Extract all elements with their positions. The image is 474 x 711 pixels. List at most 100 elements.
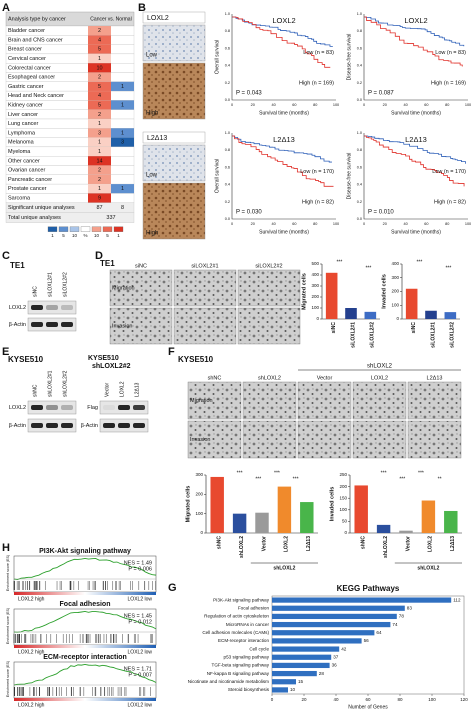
cancer-name: Kidney cancer	[8, 103, 43, 109]
cancer-name: Prostate cancer	[8, 186, 47, 192]
bar	[399, 530, 413, 533]
km-ytick: 0.0	[357, 98, 362, 102]
blot-band	[118, 423, 130, 428]
up-cell	[88, 119, 111, 129]
blot-band	[31, 405, 43, 410]
km-low-legend: Low (n = 83)	[303, 50, 334, 56]
km-low-legend: Low (n = 170)	[300, 169, 334, 175]
blot-band	[133, 405, 145, 410]
value-label: 56	[364, 638, 370, 643]
up-cell	[88, 44, 111, 54]
x-tick-label: siLOXL2#2	[450, 322, 456, 348]
bar	[272, 670, 317, 677]
blot-band	[103, 423, 115, 428]
km-ylabel: Overall survival	[214, 159, 220, 193]
bar	[255, 512, 269, 533]
km-ytick: 1.0	[225, 131, 230, 135]
up-count: 9	[98, 196, 101, 202]
significance: ***	[293, 476, 299, 482]
up-cell	[88, 72, 111, 82]
up-cell	[88, 137, 111, 147]
scale-label: 5	[106, 233, 109, 238]
km-curve	[364, 135, 465, 187]
x-tick-label: L2Δ13	[450, 536, 456, 551]
micrograph	[187, 381, 242, 420]
x-tick-label: LOXL2	[428, 536, 434, 552]
up-count: 1	[98, 121, 101, 127]
km-xtick: 60	[292, 103, 296, 107]
up-count: 4	[98, 93, 101, 99]
x-tick-label: siNC	[411, 322, 417, 334]
nes: NES = 1.45	[124, 613, 152, 619]
km-xtick: 100	[333, 103, 339, 107]
scale-box	[58, 226, 69, 232]
gsea-high: LOXL2 high	[18, 649, 45, 655]
micrograph	[297, 420, 352, 459]
km-ytick: 1.0	[357, 131, 362, 135]
summary-label: Total unique analyses	[8, 215, 61, 221]
column-label: siLOXL2#2	[255, 263, 282, 269]
up-count: 10	[96, 65, 102, 71]
y-tick-label: Cell cycle	[249, 646, 269, 651]
ihc-title-box	[142, 131, 206, 144]
up-count: 5	[98, 103, 101, 109]
km-xtick: 20	[383, 103, 387, 107]
km-ylabel: Disease-free survival	[346, 153, 352, 200]
km-xtick: 0	[231, 222, 233, 226]
y-tick-label: 500	[311, 261, 319, 266]
x-tick-label: 60	[365, 697, 371, 702]
up-cell	[88, 63, 111, 73]
gsea-high: LOXL2 high	[18, 596, 45, 602]
blot-band	[103, 405, 115, 410]
km-ytick: 0.6	[357, 46, 362, 50]
micrograph	[297, 381, 352, 420]
gsea-ylabel: Enrichment score (ES)	[6, 555, 10, 591]
up-count: 1	[98, 149, 101, 155]
rank-gradient	[14, 645, 156, 648]
value-label: 83	[407, 605, 413, 610]
cancer-name: Ovarian cancer	[8, 168, 45, 174]
y-tick-label: Cell adhesion molecules (CAMs)	[202, 630, 269, 635]
y-tick-label: 400	[391, 261, 399, 266]
bar	[325, 272, 338, 319]
y-tick-label: 400	[311, 272, 319, 277]
value-label: 37	[333, 654, 339, 659]
y-axis-label: Invaded cells	[381, 274, 387, 309]
bar	[364, 311, 377, 319]
blot	[27, 300, 77, 315]
gsea-p: P = 0.012	[128, 619, 152, 625]
y-tick-label: 300	[391, 275, 399, 280]
down-count: 1	[121, 84, 124, 90]
panel-label: C	[2, 250, 10, 262]
significance: ***	[255, 476, 261, 482]
significance: ***	[418, 470, 424, 476]
up-count: 5	[98, 84, 101, 90]
x-tick-label: siNC	[331, 322, 337, 334]
significance: ***	[365, 265, 371, 271]
significance: **	[438, 476, 442, 482]
table-header-text: Cancer vs. Normal	[90, 16, 131, 22]
up-count: 5	[98, 47, 101, 53]
panel-label: D	[95, 250, 103, 262]
bar	[272, 605, 405, 611]
bar	[232, 513, 247, 533]
km-curve	[232, 135, 334, 187]
km-ytick: 0.4	[357, 64, 362, 68]
x-tick-label: 0	[271, 697, 274, 702]
ihc-high-image	[142, 62, 206, 120]
blot-band	[61, 322, 73, 327]
ihc-high-image	[142, 182, 206, 240]
down-cell	[111, 128, 134, 138]
km-xtick: 100	[465, 103, 471, 107]
bar	[272, 654, 332, 660]
blot-band	[46, 322, 58, 327]
scale-label: 1	[117, 233, 120, 238]
blot-band	[61, 423, 73, 428]
cell-line: KYSE510	[88, 355, 119, 362]
x-tick-label: Vector	[261, 536, 267, 551]
km-curve	[364, 16, 465, 47]
y-tick-label: 100	[391, 302, 399, 307]
km-xtick: 40	[271, 103, 275, 107]
km-ytick: 0.0	[225, 217, 230, 221]
